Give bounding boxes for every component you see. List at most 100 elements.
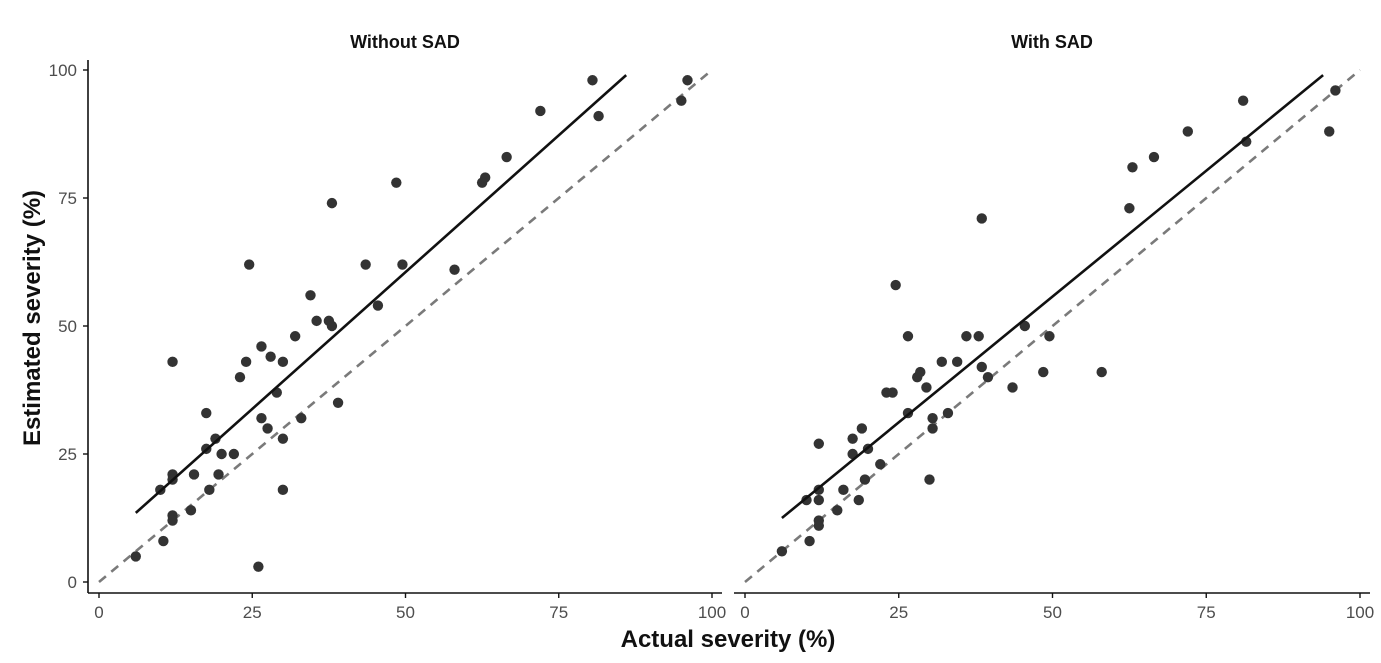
- data-point: [1148, 151, 1160, 163]
- data-point: [976, 213, 987, 224]
- data-point: [982, 372, 994, 383]
- data-point: [915, 366, 926, 378]
- data-point: [240, 356, 252, 368]
- data-point: [277, 356, 289, 368]
- panel-without-sad: Without SAD 0 25 50 75 100 0 25 50 75 100: [49, 32, 727, 622]
- data-point: [256, 341, 267, 352]
- data-point: [130, 551, 141, 562]
- data-point: [838, 484, 849, 496]
- panel-title-with-sad: With SAD: [1011, 32, 1093, 52]
- data-point: [1096, 366, 1107, 378]
- data-point: [479, 172, 491, 183]
- data-point: [277, 433, 289, 444]
- data-point: [902, 331, 914, 342]
- data-point: [305, 290, 316, 301]
- data-point: [326, 197, 338, 209]
- data-point: [942, 407, 954, 419]
- data-point: [951, 356, 963, 368]
- data-point: [1237, 95, 1249, 106]
- data-point: [875, 459, 886, 470]
- data-point: [311, 315, 322, 327]
- data-point: [256, 412, 267, 424]
- data-point: [921, 382, 932, 393]
- data-point: [813, 520, 824, 531]
- data-point: [813, 494, 824, 506]
- x-tick-label: 50: [1043, 603, 1062, 622]
- y-tick-label: 50: [58, 317, 77, 336]
- x-tick-label: 25: [889, 603, 908, 622]
- y-tick-label: 25: [58, 445, 77, 464]
- data-point: [859, 474, 871, 485]
- data-point: [167, 515, 178, 526]
- x-tick-label: 100: [698, 603, 726, 622]
- data-point: [289, 331, 301, 342]
- data-point: [535, 105, 546, 117]
- data-point: [332, 397, 344, 408]
- data-point: [360, 259, 371, 270]
- data-point: [372, 300, 384, 311]
- data-point: [927, 423, 938, 434]
- data-point: [676, 95, 687, 106]
- x-tick-label: 75: [549, 603, 568, 622]
- panel-title-without-sad: Without SAD: [350, 32, 460, 52]
- data-point: [1324, 126, 1335, 137]
- data-point: [961, 331, 972, 342]
- data-point: [449, 264, 460, 275]
- data-point: [1330, 85, 1341, 96]
- data-point: [1019, 320, 1031, 332]
- data-point: [326, 320, 338, 332]
- data-point: [277, 484, 289, 496]
- data-point: [253, 561, 264, 572]
- data-point: [927, 412, 938, 424]
- data-point: [262, 423, 273, 434]
- data-point: [391, 177, 402, 188]
- data-point: [213, 469, 224, 480]
- data-point: [265, 351, 276, 362]
- data-point: [1127, 162, 1138, 173]
- data-point: [847, 433, 858, 444]
- data-point: [976, 361, 987, 373]
- data-point: [804, 535, 815, 547]
- data-point: [887, 387, 898, 398]
- data-point: [243, 259, 255, 270]
- data-point: [234, 372, 246, 383]
- data-point: [682, 75, 693, 86]
- data-point: [216, 448, 227, 460]
- x-tick-label: 0: [94, 603, 103, 622]
- x-tick-label: 100: [1346, 603, 1374, 622]
- data-point: [832, 505, 843, 516]
- data-point: [228, 448, 240, 460]
- data-point: [813, 438, 824, 449]
- data-point: [587, 75, 598, 86]
- data-point: [296, 412, 307, 424]
- data-point: [856, 423, 868, 434]
- data-point: [1124, 203, 1135, 214]
- y-tick-label: 0: [68, 573, 77, 592]
- data-point: [890, 279, 901, 291]
- identity-reference-line: [98, 69, 713, 583]
- data-point: [397, 259, 408, 270]
- data-point: [801, 494, 812, 506]
- x-tick-label: 75: [1197, 603, 1216, 622]
- data-point: [158, 535, 169, 547]
- data-point: [185, 505, 197, 516]
- data-point: [204, 484, 215, 496]
- data-point: [853, 494, 864, 506]
- data-point: [188, 469, 200, 480]
- y-tick-label: 100: [49, 61, 77, 80]
- y-axis-title: Estimated severity (%): [19, 190, 46, 446]
- data-point: [201, 407, 212, 419]
- regression-fit-line: [134, 74, 628, 514]
- data-point: [776, 546, 788, 557]
- panel-with-sad: With SAD 0 25 50 75 100: [734, 32, 1374, 622]
- data-point: [1007, 382, 1018, 393]
- regression-fit-line: [781, 74, 1324, 520]
- data-point: [936, 356, 947, 368]
- data-point: [1182, 126, 1194, 137]
- identity-reference-line: [744, 69, 1361, 583]
- data-point: [167, 356, 178, 368]
- y-tick-label: 75: [58, 189, 77, 208]
- x-axis-title: Actual severity (%): [621, 626, 836, 653]
- data-point: [1044, 331, 1055, 342]
